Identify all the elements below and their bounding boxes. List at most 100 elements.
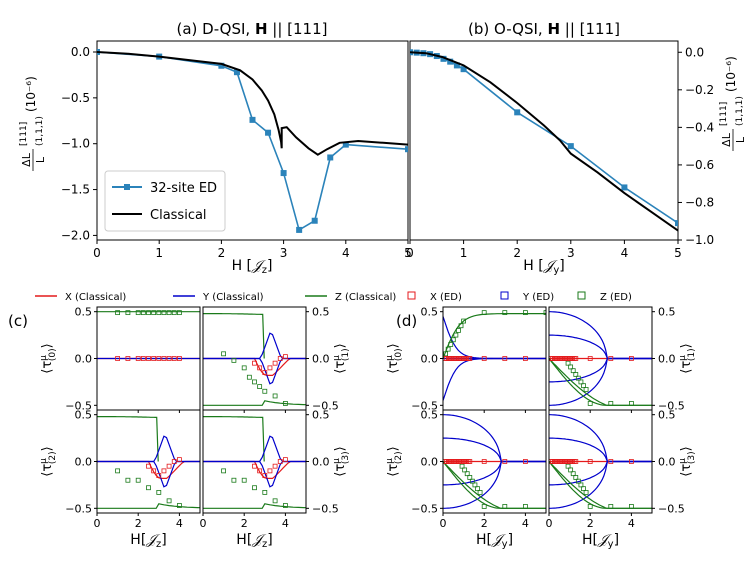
panel-c3-ed-point — [267, 468, 273, 474]
panel-d3-curve — [549, 460, 652, 509]
panel-d0-ed-point — [523, 310, 528, 316]
panel-c0-ed-point — [140, 310, 146, 316]
panel-c2-plot — [97, 416, 200, 509]
panel-a-ytick-label: −2.0 — [61, 228, 90, 242]
panel-b-ytick-label: −0.4 — [685, 120, 714, 134]
panel-c1-curve — [203, 357, 306, 385]
legend-d: X (ED) Y (ED) Z (ED) — [407, 291, 632, 303]
panel-c1-ed-point — [252, 379, 257, 385]
panel-d0-curve — [443, 357, 546, 401]
panel-d2-curve — [443, 461, 546, 509]
panel-b-xtick-label: 4 — [621, 246, 629, 260]
panel-d2-curve — [443, 460, 546, 509]
panel-a-xtick-label: 4 — [342, 246, 350, 260]
panel-d-label: (d) — [396, 312, 417, 330]
panel-d2-ed-point — [523, 504, 528, 509]
panel-d3-xlabel: H[𝒥y] — [582, 532, 619, 550]
legend-classical-label: Classical — [150, 208, 207, 223]
panel-d2-ed-point — [502, 459, 508, 464]
panel-c1-ed-point — [257, 384, 263, 389]
svg-text:(1,1,1): (1,1,1) — [35, 116, 45, 146]
panel-c2-ed-point — [166, 498, 172, 504]
panel-b-xtick-label: 3 — [567, 246, 575, 260]
panel-a-ytick-label: −1.0 — [61, 137, 90, 151]
panel-b-axes-frame — [409, 40, 679, 241]
panel-a-ytick-label: 0.0 — [71, 45, 90, 59]
panel-c3-ed-point — [272, 498, 278, 504]
panel-c2-xtick-label: 0 — [94, 517, 101, 530]
panel-c3-ylabel: ⟨τμ(3)⟩ — [332, 446, 351, 476]
panel-d3-ed-point — [587, 504, 593, 509]
legend-marker — [577, 291, 586, 300]
legend-label: Y (ED) — [522, 292, 554, 303]
panel-c3-ed-point — [221, 468, 227, 474]
panel-c3-xtick-label: 4 — [282, 517, 289, 530]
panel-d1-ed-point — [565, 360, 571, 366]
panel-d2-xlabel: H[𝒥y] — [476, 532, 513, 550]
panel-c1-ed-point — [257, 365, 263, 371]
panel-c3-ytick-label: 0.5 — [312, 409, 330, 422]
panel-c2-ed-point — [156, 473, 162, 478]
panel-d2-plot — [443, 414, 546, 509]
panel-d1-ed-point — [573, 372, 579, 377]
panel-b-xtick-label: 0 — [406, 246, 414, 260]
panel-c1-plot — [203, 313, 306, 406]
panel-d3-ytick-label: −0.5 — [658, 502, 685, 515]
panel-c3-curve — [203, 416, 265, 462]
panel-d2-ytick-label: −0.5 — [411, 502, 438, 515]
legend-label: Z (ED) — [600, 292, 632, 303]
panel-c0-ed-point — [156, 356, 162, 361]
panel-d0-ed-point — [453, 332, 459, 338]
panel-d1-ed-point — [629, 401, 634, 406]
panel-d3-plot — [549, 414, 652, 509]
panel-d2-ed-point — [467, 459, 473, 464]
panel-a-plot-area — [97, 49, 408, 233]
panel-d3-ed-point — [570, 471, 576, 477]
panel-d3-xtick-label: 2 — [587, 517, 594, 530]
panel-d0-ed-point — [450, 337, 456, 343]
panel-d3-xtick-label: 0 — [546, 517, 553, 530]
panel-c2-ed-point — [151, 468, 157, 474]
panel-c2-xlabel: H[𝒥z] — [130, 532, 166, 550]
panel-a-ed-point — [405, 146, 408, 153]
svg-text:ΔL: ΔL — [20, 152, 33, 167]
panel-c0-ed-point — [146, 356, 151, 361]
panel-d3-curve — [549, 461, 652, 509]
panel-d0-ed-point — [502, 310, 508, 316]
panel-c3-curve — [203, 435, 306, 463]
panel-c3-curve — [203, 503, 306, 509]
panel-d2-ed-point — [477, 489, 483, 495]
panel-a-ytick-label: −1.5 — [61, 183, 90, 197]
panel-c2-ed-point — [135, 477, 141, 483]
panel-b-xtick-label: 5 — [674, 246, 682, 260]
panel-a-ytick-label: −0.5 — [61, 91, 90, 105]
panel-c0-ed-point — [125, 356, 131, 361]
panel-c3-ed-point — [282, 457, 288, 463]
panel-c1-ed-point — [272, 393, 278, 399]
panel-a-ed-point — [311, 217, 318, 224]
panel-d1-ed-point — [583, 386, 589, 392]
panel-d3-curve — [549, 461, 652, 509]
panel-d3-ylabel: ⟨τμ(3)⟩ — [678, 446, 697, 476]
panel-a-ed-point — [280, 170, 287, 177]
panel-c0-ed-point — [115, 356, 120, 361]
panel-d1-curve — [549, 358, 652, 406]
panel-d1-ed-point — [587, 401, 593, 406]
panel-d0: 0.5 0.0 −0.5 ⟨τμ(0)⟩ — [385, 306, 547, 413]
panel-d3-ed-point — [608, 504, 614, 509]
panel-a-series-classical-line — [97, 51, 408, 156]
panel-d3-ed-point — [629, 504, 634, 509]
panel-c1-ed-point — [231, 357, 237, 363]
panel-d3-ed-point — [573, 459, 579, 464]
panel-d2-ed-point — [472, 482, 478, 488]
panel-d0-ed-point — [467, 356, 473, 361]
panel-d0-curve — [443, 316, 546, 360]
panel-a-ylabel: ΔL L [111] (1,1,1) (10⁻⁶) — [19, 76, 47, 171]
panel-c1-ed-point — [272, 360, 278, 366]
panel-a-xtick-label: 0 — [93, 246, 101, 260]
panel-a-xtick-label: 3 — [280, 246, 288, 260]
panel-c1-ed-point — [282, 401, 288, 406]
panel-d3-ed-point — [565, 463, 571, 469]
panel-d2-ed-point — [481, 459, 487, 464]
panel-d3-curve — [549, 460, 652, 486]
